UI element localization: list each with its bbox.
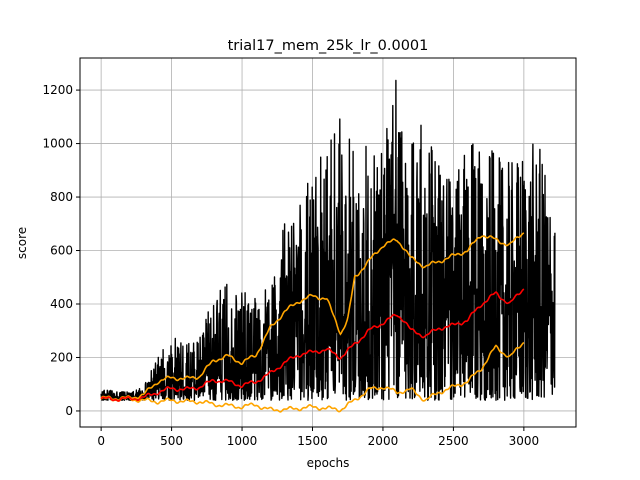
y-tick-label: 200 (50, 350, 73, 364)
x-tick-label: 3000 (509, 434, 540, 448)
y-tick-label: 1000 (42, 137, 73, 151)
y-tick-label: 800 (50, 190, 73, 204)
mean-score-line (100, 288, 525, 402)
raw-series (100, 79, 556, 401)
chart-title: trial17_mem_25k_lr_0.0001 (228, 38, 429, 54)
x-tick-label: 1000 (227, 434, 258, 448)
y-axis-label: score (15, 227, 29, 259)
mean-series (100, 288, 525, 402)
axis-ticks: 0 500 1000 1500 2000 2500 3000 0 200 400 600 800 100… (42, 83, 539, 448)
x-tick-label: 1500 (297, 434, 328, 448)
x-tick-label: 500 (160, 434, 183, 448)
x-tick-label: 2000 (368, 434, 399, 448)
y-tick-label: 400 (50, 297, 73, 311)
x-tick-label: 2500 (438, 434, 469, 448)
y-tick-label: 600 (50, 244, 73, 258)
raw-score-line (100, 79, 556, 401)
x-axis-label: epochs (307, 456, 350, 470)
y-tick-label: 1200 (42, 83, 73, 97)
lower-band-line (100, 341, 525, 413)
upper-band-line (100, 232, 525, 401)
band-series (100, 232, 525, 413)
plot-frame (79, 57, 577, 428)
x-tick-label: 0 (97, 434, 105, 448)
y-tick-label: 0 (65, 404, 73, 418)
